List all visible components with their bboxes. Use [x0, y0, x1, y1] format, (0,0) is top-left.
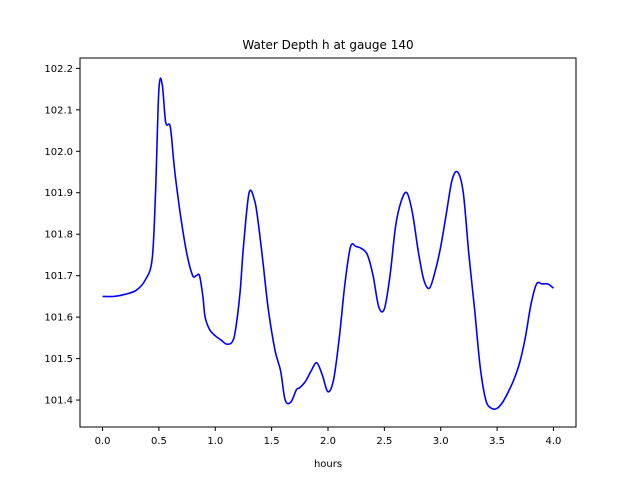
x-tick-label: 2.5 [376, 436, 392, 447]
y-axis: 101.4 101.5 101.6 101.7 101.8 101.9 102.0 102.1… [44, 64, 80, 407]
y-tick-label: 101.4 [44, 396, 73, 407]
x-tick-label: 1.5 [264, 436, 280, 447]
y-tick-label: 101.8 [44, 230, 73, 241]
plot-area [102, 77, 554, 411]
x-tick-label: 4.0 [546, 436, 562, 447]
x-axis: 0.0 0.5 1.0 1.5 2.0 2.5 3.0 3.5 4.0 [95, 427, 562, 447]
x-tick-label: 0.5 [151, 436, 167, 447]
x-axis-label: hours [314, 459, 342, 470]
x-tick-label: 2.0 [320, 436, 336, 447]
y-tick-label: 101.5 [44, 354, 73, 365]
x-tick-label: 3.5 [489, 436, 505, 447]
y-tick-label: 101.7 [44, 271, 73, 282]
x-tick-label: 3.0 [433, 436, 449, 447]
x-tick-label: 1.0 [207, 436, 223, 447]
chart-title: Water Depth h at gauge 140 [242, 38, 413, 52]
y-tick-label: 102.0 [44, 147, 73, 158]
y-tick-label: 102.1 [44, 105, 73, 116]
y-tick-label: 101.6 [44, 313, 73, 324]
series-line [102, 77, 554, 411]
y-tick-label: 102.2 [44, 64, 73, 75]
x-tick-label: 0.0 [95, 436, 111, 447]
y-tick-label: 101.9 [44, 188, 73, 199]
